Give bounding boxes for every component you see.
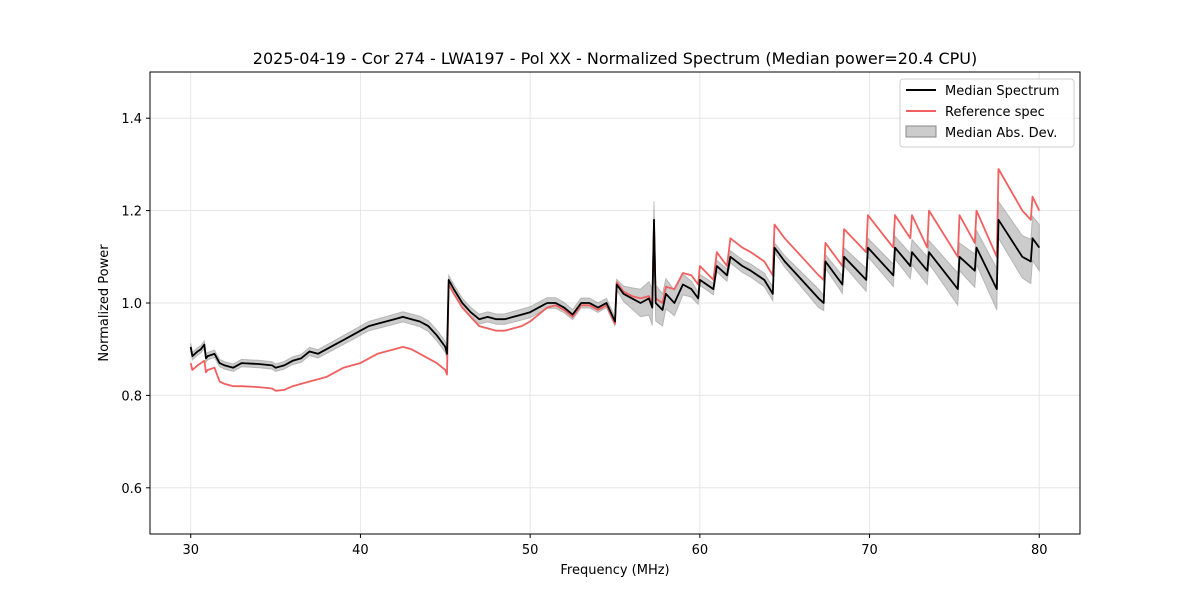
- x-tick-label: 50: [522, 543, 539, 558]
- series-layer: [189, 168, 1041, 392]
- y-tick-label: 0.8: [121, 389, 142, 404]
- x-tick-label: 70: [861, 543, 878, 558]
- reference-spec-line: [189, 168, 1041, 392]
- y-tick-label: 1.0: [121, 297, 142, 312]
- y-axis-label: Normalized Power: [97, 244, 112, 362]
- x-axis-ticks: 30 40 50 60 70 80: [182, 534, 1048, 558]
- chart-title: 2025-04-19 - Cor 274 - LWA197 - Pol XX -…: [253, 49, 977, 68]
- legend-label-median: Median Spectrum: [945, 84, 1059, 99]
- legend-swatch-mad: [905, 125, 937, 138]
- x-tick-label: 80: [1031, 543, 1048, 558]
- legend-box: [899, 78, 1075, 148]
- legend-label-reference: Reference spec: [945, 105, 1045, 120]
- y-tick-label: 0.6: [121, 482, 142, 497]
- y-tick-label: 1.4: [121, 112, 142, 127]
- x-axis-label: Frequency (MHz): [560, 563, 669, 578]
- legend: Median Spectrum Reference spec Median Ab…: [899, 78, 1075, 148]
- x-tick-label: 60: [692, 543, 709, 558]
- y-axis-ticks: 0.6 0.8 1.0 1.2 1.4: [121, 112, 150, 497]
- median-spectrum-line: [189, 218, 1041, 369]
- x-tick-label: 40: [352, 543, 369, 558]
- x-tick-label: 30: [182, 543, 199, 558]
- legend-label-mad: Median Abs. Dev.: [945, 126, 1057, 141]
- y-tick-label: 1.2: [121, 205, 142, 220]
